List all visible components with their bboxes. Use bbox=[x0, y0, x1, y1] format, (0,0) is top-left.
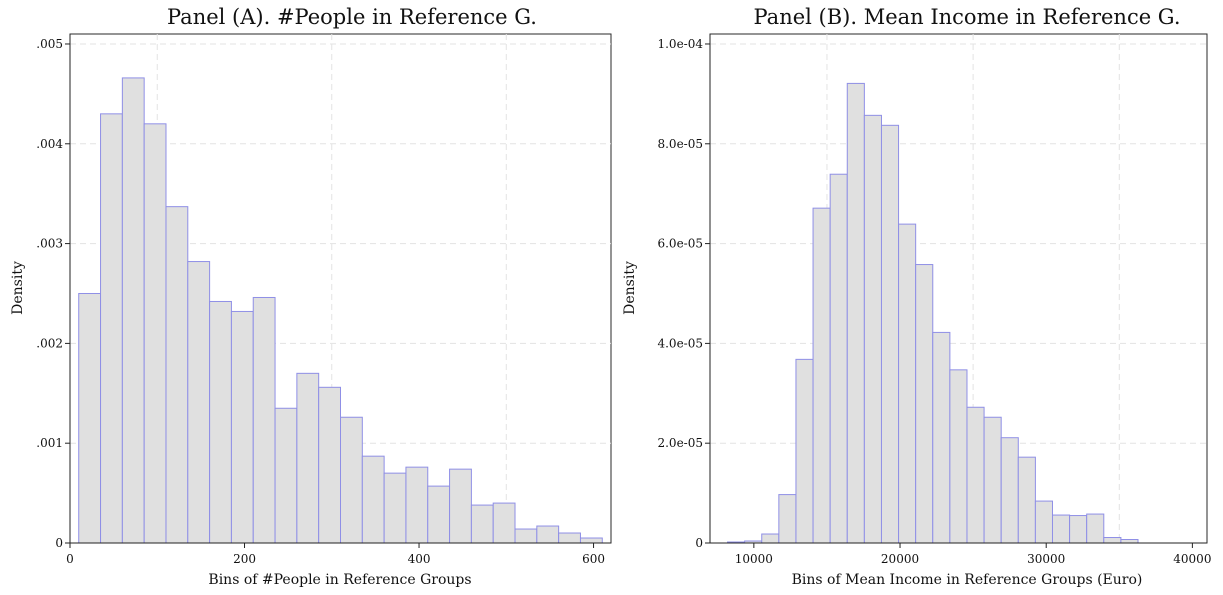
panel-a-title: Panel (A). #People in Reference G. bbox=[167, 5, 537, 29]
panel-a-histogram-bar bbox=[514, 528, 538, 544]
panel-a-histogram-bar bbox=[78, 292, 102, 544]
panel-b-y-tick-label: 2.0e-05 bbox=[657, 436, 703, 450]
panel-b-histogram-bar bbox=[829, 173, 848, 544]
panel-b-histogram-bar bbox=[761, 533, 780, 544]
panel-b-histogram-bar bbox=[1069, 515, 1088, 544]
panel-a-histogram-bar bbox=[579, 537, 603, 544]
panel-b-y-tick-label: 6.0e-05 bbox=[657, 237, 703, 251]
panel-a-histogram-bar bbox=[470, 504, 494, 544]
panel-b-histogram-bar bbox=[1051, 514, 1071, 544]
panel-a-histogram-bar bbox=[100, 113, 123, 544]
panel-b-histogram-bar bbox=[1017, 456, 1036, 544]
panel-a-y-tick-label: 0 bbox=[55, 536, 63, 550]
panel-a-histogram-bar bbox=[361, 455, 385, 544]
panel-b-x-tick-label: 20000 bbox=[881, 552, 919, 566]
panel-b-histogram-bar bbox=[880, 124, 900, 544]
panel-a-y-tick-label: .004 bbox=[36, 137, 63, 151]
panel-b-title: Panel (B). Mean Income in Reference G. bbox=[753, 5, 1180, 29]
panel-b-x-tick-label: 30000 bbox=[1027, 552, 1065, 566]
panel-a-histogram-bar bbox=[209, 300, 232, 544]
panel-b-histogram-bar bbox=[1120, 539, 1139, 544]
panel-b-histogram-bar bbox=[1034, 500, 1053, 544]
panel-a-histogram-bar bbox=[187, 261, 211, 544]
panel-a-y-tick-label: .005 bbox=[36, 37, 63, 51]
panel-b-histogram-bar bbox=[898, 223, 917, 544]
panel-b-x-tick-label: 10000 bbox=[735, 552, 773, 566]
panel-a-histogram-bar bbox=[405, 466, 429, 544]
panel-b-histogram-bar bbox=[795, 358, 814, 544]
panel-a-y-axis-label: Density bbox=[10, 261, 26, 315]
panel-a-histogram-bar bbox=[274, 407, 298, 544]
panel-a-histogram-bar bbox=[427, 485, 451, 544]
panel-a-histogram-bar bbox=[143, 123, 167, 544]
panel-a-histogram-bar bbox=[449, 468, 472, 544]
panel-a-histogram-bar bbox=[296, 372, 320, 544]
panel-a-histogram-bar bbox=[536, 525, 560, 544]
panel-a-x-tick-label: 600 bbox=[582, 552, 605, 566]
panel-a-x-tick-label: 0 bbox=[66, 552, 74, 566]
panel-b: Panel (B). Mean Income in Reference G. 0… bbox=[622, 5, 1211, 588]
panel-b-histogram-bar bbox=[1000, 437, 1019, 544]
panel-a-y-tick-label: .001 bbox=[36, 436, 63, 450]
panel-a-histogram-bar bbox=[165, 206, 189, 544]
panel-b-histogram-bar bbox=[778, 494, 797, 544]
panel-a-histogram-bar bbox=[121, 77, 145, 544]
panel-b-histogram-bar bbox=[966, 406, 985, 544]
panel-a-histogram-bar bbox=[252, 296, 276, 544]
panel-b-y-tick-label: 0 bbox=[695, 536, 703, 550]
panel-a-histogram-bar bbox=[340, 416, 363, 544]
panel-a-histogram-bar bbox=[230, 310, 254, 544]
panel-a-histogram-bar bbox=[492, 502, 516, 544]
panel-b-histogram-bar bbox=[863, 114, 882, 544]
panel-b-histogram-bar bbox=[846, 82, 865, 544]
panel-b-x-axis-label: Bins of Mean Income in Reference Groups … bbox=[792, 572, 1143, 588]
panel-a-x-tick-label: 400 bbox=[408, 552, 431, 566]
panel-a-y-tick-label: .002 bbox=[36, 336, 63, 350]
panel-a: Panel (A). #People in Reference G. 0 .001… bbox=[10, 5, 612, 588]
panel-b-y-tick-label: 4.0e-05 bbox=[657, 336, 703, 350]
panel-b-y-tick-label: 1.0e-04 bbox=[657, 37, 703, 51]
panel-b-histogram-bar bbox=[1103, 537, 1122, 544]
panel-a-histogram-bar bbox=[558, 532, 581, 544]
panel-a-histogram-bar bbox=[383, 472, 407, 544]
panel-b-y-axis-label: Density bbox=[622, 261, 638, 315]
panel-b-histogram-bar bbox=[915, 264, 934, 544]
panel-a-x-tick-label: 200 bbox=[233, 552, 256, 566]
panel-b-histogram-bar bbox=[932, 331, 951, 544]
panel-b-histogram-bar bbox=[983, 416, 1002, 544]
panel-b-y-tick-label: 8.0e-05 bbox=[657, 137, 703, 151]
panel-b-histogram-bar bbox=[812, 207, 831, 544]
panel-a-x-axis-label: Bins of #People in Reference Groups bbox=[208, 572, 471, 588]
panel-b-x-tick-label: 40000 bbox=[1173, 552, 1211, 566]
panel-b-histogram-bar bbox=[1086, 513, 1105, 544]
panel-a-histogram-bar bbox=[318, 386, 342, 544]
panel-a-y-tick-label: .003 bbox=[36, 237, 63, 251]
panel-b-histogram-bar bbox=[949, 369, 968, 544]
